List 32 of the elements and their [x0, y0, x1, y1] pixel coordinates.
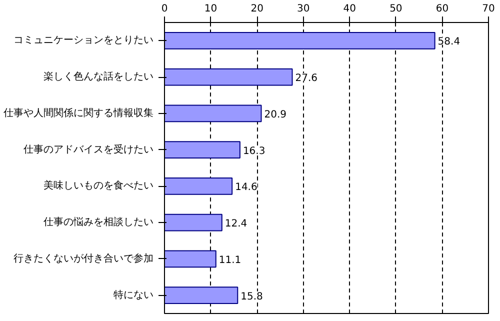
y-tick-label: 仕事の悩みを相談したい — [44, 216, 154, 228]
data-label: 27.6 — [295, 73, 318, 84]
y-tick-label: 美味しいものを食べたい — [44, 180, 154, 192]
bar — [164, 32, 436, 50]
bar — [164, 104, 262, 122]
bar — [164, 286, 238, 304]
y-tick-label: コミュニケーションをとりたい — [14, 35, 154, 46]
y-tick-label: 行きたくないが付き合いで参加 — [14, 252, 154, 264]
y-tick-label: 仕事や人間関係に関する情報収集 — [4, 106, 154, 119]
x-tick-label: 40 — [343, 4, 356, 14]
x-tick-label: 70 — [482, 4, 495, 14]
bar — [164, 141, 240, 158]
data-label: 16.3 — [242, 146, 266, 157]
x-tick-label: 20 — [250, 4, 264, 14]
data-label: 11.1 — [218, 254, 242, 266]
data-label: 15.8 — [240, 291, 263, 302]
y-tick-label: 仕事のアドバイスを受けたい — [24, 143, 154, 156]
x-tick-label: 10 — [204, 4, 218, 14]
bar — [164, 68, 293, 86]
bar — [164, 178, 233, 195]
x-tick-label: 60 — [436, 4, 449, 14]
x-tick-label: 0 — [161, 4, 168, 14]
x-tick-label: 50 — [390, 4, 402, 14]
data-label: 12.4 — [224, 218, 248, 230]
bar — [164, 250, 216, 268]
y-tick-label: 特にない — [114, 288, 154, 301]
y-tick-label: 楽しく色んな話をしたい — [44, 70, 154, 83]
data-label: 20.9 — [264, 109, 287, 120]
x-tick-label: 30 — [296, 4, 310, 14]
data-label: 14.6 — [235, 182, 258, 194]
bar — [164, 214, 222, 232]
data-label: 58.4 — [438, 36, 460, 48]
